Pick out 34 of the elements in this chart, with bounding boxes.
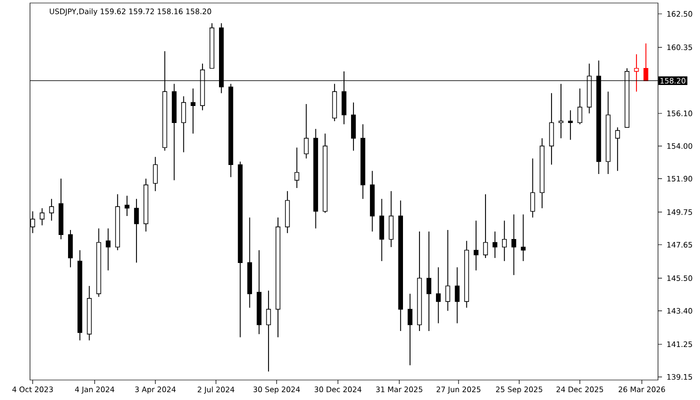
candlestick [266,290,271,372]
candlestick [181,96,186,153]
candlestick [634,54,639,92]
candlestick [304,104,309,159]
candlestick [152,156,158,192]
candlestick [577,88,582,125]
candlestick [492,231,498,258]
candlestick [408,293,412,366]
candlestick [520,214,526,262]
candlestick [388,190,394,248]
candlestick [454,266,460,324]
candlestick [511,214,516,276]
candlestick [426,231,432,332]
candlestick [436,266,441,324]
candlestick [530,158,536,218]
candlestick [190,88,196,134]
candlestick [49,198,54,222]
candlestick [445,230,450,312]
candlestick [483,194,488,258]
candlestick [549,92,554,166]
candlestick [615,126,620,172]
candlestick [68,230,73,268]
candlestick [40,208,45,226]
candlestick [644,42,648,82]
candlestick [134,198,139,264]
candlestick [558,83,564,139]
candlestick [502,220,507,262]
candlestick [106,228,111,271]
candlestick [568,110,573,140]
candlestick [474,220,478,271]
candlestick [379,198,384,262]
candlestick [124,195,130,216]
candlestick [351,102,356,152]
candlestick [294,147,300,188]
